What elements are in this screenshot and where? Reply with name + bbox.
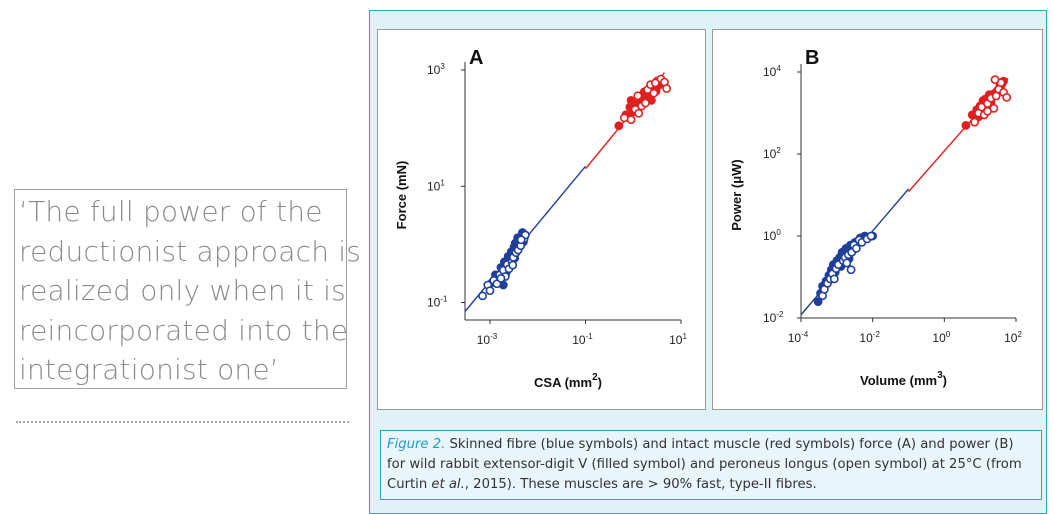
x-tick-exponent: -3 xyxy=(490,332,498,341)
chart-a-box: 10-3 10-1 101 10-1 101 103 A Force (mN) CSA (mm2… xyxy=(377,29,706,410)
skinned-open-point xyxy=(846,265,856,275)
y-axis-label: Force (mN) xyxy=(394,161,409,230)
skinned-open-point xyxy=(496,273,506,283)
intact-open-point xyxy=(1002,93,1012,102)
skinned-open-point xyxy=(516,235,526,245)
y-tick-exponent: 0 xyxy=(776,228,781,237)
caption-text-end: , 2015). These muscles are > 90% fast, t… xyxy=(464,477,817,492)
pull-quote-line: ‘The full power of the xyxy=(19,195,323,228)
x-tick-exponent: -4 xyxy=(801,330,809,339)
y-tick-exponent: -2 xyxy=(776,310,784,319)
dotted-divider xyxy=(16,421,349,423)
x-tick-label: 102 xyxy=(1004,330,1022,345)
caption-text: Skinned fibre (blue symbols) and intact … xyxy=(387,437,1022,492)
y-tick-label: 10-2 xyxy=(763,310,784,325)
intact-open-point xyxy=(634,108,644,118)
x-axis-label-main: Volume (mm xyxy=(860,373,937,388)
x-tick-label: 10-2 xyxy=(859,330,880,345)
x-tick-exponent: 0 xyxy=(946,330,951,339)
intact-open-point xyxy=(970,117,980,127)
panel-label: A xyxy=(469,47,483,69)
skinned-open-point xyxy=(851,243,861,253)
x-axis-label: CSA (mm2) xyxy=(534,372,602,390)
intact-filled-point xyxy=(626,95,636,105)
x-tick-exponent: 1 xyxy=(682,332,687,341)
pull-quote-line: reincorporated into the xyxy=(19,313,349,347)
intact-open-point xyxy=(649,88,659,98)
x-tick-label: 101 xyxy=(669,332,687,347)
y-tick-label: 102 xyxy=(763,146,781,161)
chart-b-box: 10-4 10-2 100 102 10-2 100 102 104 B Power (μW) Vo… xyxy=(712,29,1043,410)
y-tick-label: 103 xyxy=(427,62,445,77)
intact-filled-point xyxy=(961,120,971,130)
pull-quote-line: integrationist one’ xyxy=(19,353,279,386)
panel-label: B xyxy=(805,47,819,69)
y-tick-exponent: 2 xyxy=(776,146,781,155)
chart-a: 10-3 10-1 101 10-1 101 103 A Force (mN) CSA (mm2… xyxy=(394,47,687,390)
x-axis-label-end: ) xyxy=(598,375,602,390)
intact-open-point xyxy=(633,91,643,101)
x-tick-label: 10-3 xyxy=(477,332,498,347)
pull-quote-line: realized only when it is xyxy=(19,274,346,307)
skinned-open-point xyxy=(866,231,876,241)
pull-quote: ‘The full power of the reductionist appr… xyxy=(14,189,362,389)
intact-open-point xyxy=(983,106,992,116)
x-tick-label: 10-4 xyxy=(788,330,809,345)
y-tick-exponent: 4 xyxy=(776,64,781,73)
x-axis-label-sup: 2 xyxy=(592,372,598,383)
pull-quote-line: reductionist approach is xyxy=(19,234,362,268)
y-tick-label: 10-1 xyxy=(427,295,448,310)
skinned-open-point xyxy=(508,260,518,270)
intact-filled-point xyxy=(614,121,624,131)
caption-et-al: et al. xyxy=(431,477,465,492)
chart-b: 10-4 10-2 100 102 10-2 100 102 104 B Power (μW) Vo… xyxy=(729,47,1022,388)
x-tick-label: 100 xyxy=(932,330,950,345)
intact-open-point xyxy=(641,98,650,108)
x-tick-label: 10-1 xyxy=(572,332,593,347)
x-tick-exponent: -2 xyxy=(873,330,881,339)
figure-caption: Figure 2. Skinned fibre (blue symbols) a… xyxy=(380,430,1042,500)
figure-label: Figure 2. xyxy=(387,437,446,452)
y-tick-exponent: 3 xyxy=(440,62,445,71)
intact-open-point xyxy=(650,78,660,88)
intact-open-point xyxy=(662,84,672,93)
y-tick-label: 101 xyxy=(427,178,445,193)
y-tick-label: 100 xyxy=(763,228,781,243)
x-axis-label-sup: 3 xyxy=(937,370,943,381)
y-axis-label: Power (μW) xyxy=(729,159,744,231)
y-tick-label: 104 xyxy=(763,64,781,79)
x-axis-label-end: ) xyxy=(943,373,947,388)
skinned-open-point xyxy=(842,258,852,268)
y-tick-exponent: -1 xyxy=(440,295,448,304)
x-tick-exponent: 2 xyxy=(1017,330,1022,339)
x-tick-exponent: -1 xyxy=(586,332,594,341)
y-tick-exponent: 1 xyxy=(440,178,445,187)
skinned-open-point xyxy=(485,286,495,296)
skinned-open-point xyxy=(478,291,487,301)
x-axis-label-main: CSA (mm xyxy=(534,375,592,390)
skinned-open-point xyxy=(829,274,839,284)
intact-open-point xyxy=(990,75,1000,85)
x-axis-label: Volume (mm3) xyxy=(860,370,947,388)
intact-open-point xyxy=(626,115,636,125)
skinned-filled-point xyxy=(813,297,823,307)
